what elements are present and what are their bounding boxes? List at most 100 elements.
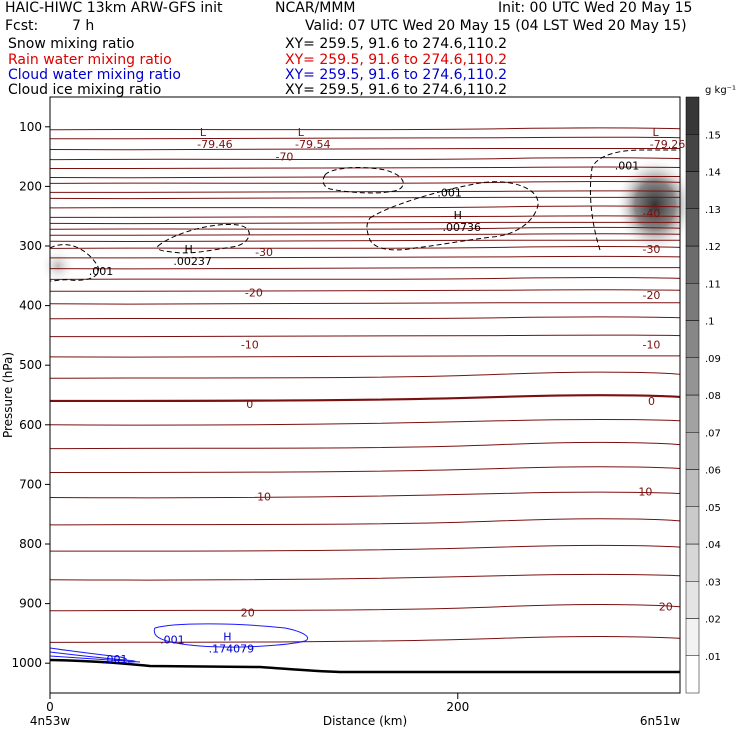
colorbar-swatch <box>685 581 700 619</box>
colorbar-level: .09 <box>705 354 721 365</box>
field-xy-cloud-ice: XY= 259.5, 91.6 to 274.6,110.2 <box>285 82 508 98</box>
cloud-water-contours <box>49 623 309 663</box>
y-tick-label: 100 <box>19 120 42 134</box>
isotherm-label: -20 <box>245 286 263 299</box>
maximum-value: .174079 <box>209 642 255 655</box>
isotherm-label: 0 <box>246 398 253 411</box>
minimum-mark: L <box>298 126 305 139</box>
colorbar-swatch <box>685 394 700 433</box>
colorbar-level: .05 <box>705 503 721 514</box>
cloud-water-contour-3 <box>49 655 141 663</box>
colorbar-swatch <box>685 208 700 247</box>
colorbar-swatch <box>685 469 700 507</box>
y-axis-ticks: 100 200 300 400 500 600 700 800 900 1000 <box>11 120 50 670</box>
field-xy-snow: XY= 259.5, 91.6 to 274.6,110.2 <box>285 36 508 52</box>
isotherm-label: 20 <box>241 607 255 620</box>
isotherm-line <box>49 175 680 179</box>
init-time: Init: 00 UTC Wed 20 May 15 <box>498 0 693 16</box>
x-axis-ticks: 0 200 <box>46 693 469 714</box>
cloud-ice-shading <box>40 157 695 284</box>
plot-frame <box>49 96 681 694</box>
colorbar-level: .11 <box>705 279 721 290</box>
model-title: HAIC-HIWC 13km ARW-GFS init <box>5 0 223 16</box>
maximum-mark: H <box>185 243 193 256</box>
colorbar-swatch <box>685 655 700 694</box>
colorbar-swatch <box>685 543 700 582</box>
isotherm-label: 0 <box>648 395 655 408</box>
y-tick-label: 800 <box>19 537 42 551</box>
colorbar-level: .13 <box>705 205 721 216</box>
field-xy-rain: XY= 259.5, 91.6 to 274.6,110.2 <box>285 52 508 68</box>
x-tick-label: 0 <box>46 700 54 714</box>
isotherm-label: -40 <box>642 207 660 220</box>
x-tick-label: 200 <box>446 700 469 714</box>
field-name-rain: Rain water mixing ratio <box>8 52 172 68</box>
y-tick-label: 900 <box>19 597 42 611</box>
colorbar-level: .1 <box>705 317 715 328</box>
y-tick-label: 400 <box>19 299 42 313</box>
isotherm-line <box>49 316 681 320</box>
isotherm-line <box>49 636 681 643</box>
colorbar-level: .03 <box>705 577 721 588</box>
x-axis-label: Distance (km) <box>323 714 407 728</box>
y-tick-label: 300 <box>19 239 42 253</box>
field-name-cloud-ice: Cloud ice mixing ratio <box>8 82 162 98</box>
forecast-hours: 7 h <box>72 18 95 34</box>
isotherm-label: -20 <box>642 289 660 302</box>
isotherm-line <box>49 215 681 218</box>
isotherm-line <box>49 371 681 379</box>
contour-label: .001 <box>103 653 128 666</box>
minimum-mark: L <box>652 126 659 139</box>
valid-time: Valid: 07 UTC Wed 20 May 15 (04 LST Wed … <box>305 18 687 34</box>
isotherm-line <box>49 418 681 426</box>
isotherm-line <box>49 221 680 225</box>
isotherm-line <box>49 239 680 243</box>
x-endpoint-right: 6n51w <box>640 714 681 728</box>
isotherm-line <box>49 334 681 338</box>
colorbar-swatch <box>685 357 700 396</box>
minimum-mark: L <box>200 126 207 139</box>
isotherm-label: -30 <box>642 243 660 256</box>
contour-label: .001 <box>615 160 640 173</box>
y-tick-label: 500 <box>19 358 42 372</box>
isotherm-line <box>49 544 681 552</box>
maximum-value: .00237 <box>173 255 212 268</box>
colorbar-swatch <box>685 432 700 470</box>
isotherm-line <box>49 190 681 193</box>
y-tick-label: 600 <box>19 418 42 432</box>
colorbar-swatch <box>685 618 700 656</box>
isotherm-line <box>49 196 680 200</box>
ice-contour-right <box>589 149 680 251</box>
isotherm-line <box>49 127 681 131</box>
isotherm-label: -10 <box>642 338 660 351</box>
minimum-value: -79.26 <box>650 138 685 151</box>
contour-annotations: -70-30-20-1001020-40-30-20-1001020L-79.4… <box>89 126 686 666</box>
isotherm-label: -10 <box>241 338 259 351</box>
isotherm-line <box>49 136 681 140</box>
colorbar-swatch <box>685 134 700 172</box>
temperature-contours <box>49 127 681 643</box>
isotherm-line <box>49 181 681 184</box>
colorbar-unit: g kg⁻¹ <box>705 85 736 96</box>
mixing-ratio-contours <box>49 149 680 282</box>
contour-label: .001 <box>89 265 114 278</box>
y-tick-label: 1000 <box>11 656 42 670</box>
isotherm-line <box>49 441 681 450</box>
colorbar-swatch <box>685 171 700 209</box>
field-name-snow: Snow mixing ratio <box>8 36 135 52</box>
ice-contour-h2 <box>366 181 539 251</box>
colorbar-swatch <box>685 283 700 321</box>
isotherm-line <box>49 466 681 473</box>
field-xy-cloud-water: XY= 259.5, 91.6 to 274.6,110.2 <box>285 67 508 83</box>
minimum-value: -79.54 <box>295 138 330 151</box>
isotherm-line <box>49 226 681 230</box>
isotherm-line <box>49 245 681 249</box>
colorbar-swatch <box>685 320 700 358</box>
isotherm-line <box>49 255 681 259</box>
ice-contour-left <box>49 244 100 282</box>
maximum-value: .00736 <box>443 221 482 234</box>
minimum-value: -79.46 <box>197 138 232 151</box>
contour-label: .001 <box>437 186 462 199</box>
isotherm-line <box>49 394 681 403</box>
field-name-cloud-water: Cloud water mixing ratio <box>8 67 181 83</box>
